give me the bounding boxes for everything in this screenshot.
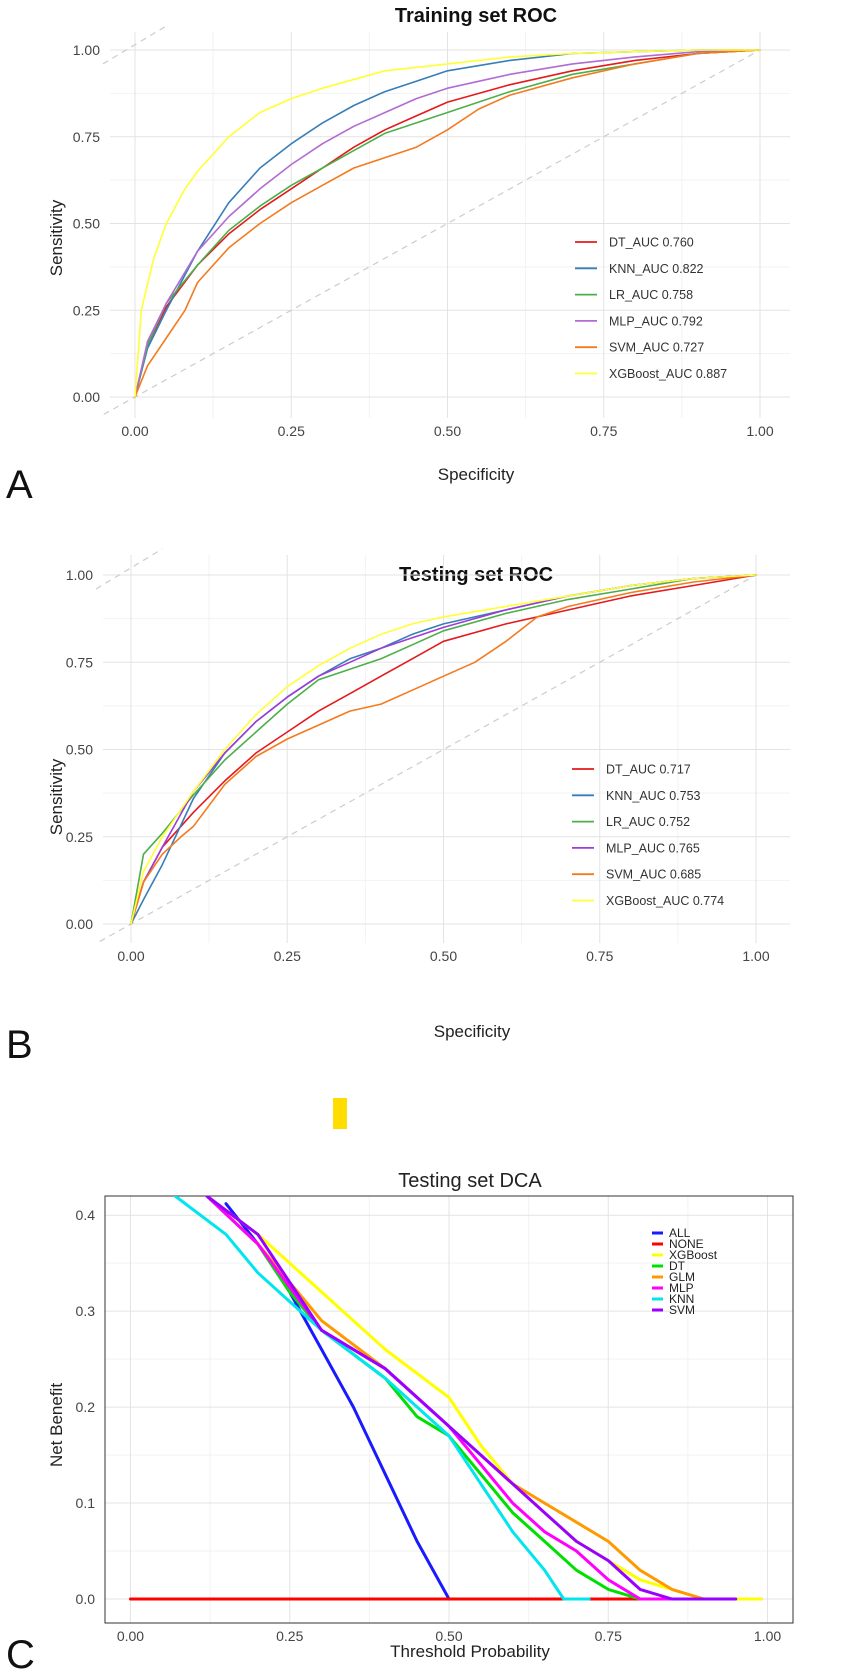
- chart-title: Testing set DCA: [398, 1170, 542, 1192]
- series-line-xgboost-auc-0-887: [134, 49, 761, 398]
- legend-label: NONE: [669, 1237, 704, 1251]
- x-tick-label: 0.25: [274, 948, 301, 964]
- legend-label: KNN_AUC 0.753: [606, 789, 701, 803]
- x-axis-label: Specificity: [434, 1022, 511, 1041]
- legend-label: LR_AUC 0.752: [606, 815, 690, 829]
- legend: DT_AUC 0.760 KNN_AUC 0.822 LR_AUC 0.758 MLP…: [575, 236, 727, 381]
- legend-label: SVM: [669, 1303, 695, 1317]
- y-axis-label: Net Benefit: [47, 1383, 66, 1467]
- legend-label: ALL: [669, 1226, 691, 1240]
- series-line-svm: [205, 1196, 738, 1601]
- y-tick-label: 0.25: [73, 302, 100, 318]
- reference-diagonal: [103, 49, 761, 415]
- legend-label: XGBoost: [669, 1248, 718, 1262]
- x-tick-label: 0.50: [430, 948, 457, 964]
- y-tick-label: 0.1: [76, 1495, 96, 1511]
- gridlines: [103, 555, 790, 943]
- legend-label: SVM_AUC 0.727: [609, 341, 704, 355]
- x-tick-label: 1.00: [742, 948, 769, 964]
- y-tick-label: 0.00: [73, 389, 100, 405]
- legend-label: SVM_AUC 0.685: [606, 868, 701, 882]
- y-tick-label: 0.50: [66, 742, 93, 758]
- y-tick-label: 0.75: [66, 654, 93, 670]
- y-tick-label: 1.00: [66, 567, 93, 583]
- yellow-marker: [333, 1098, 347, 1129]
- series-lines: [130, 574, 757, 925]
- series-line-dt-auc-0-717: [130, 574, 757, 925]
- x-tick-label: 0.50: [435, 1628, 462, 1644]
- plot-area: 0.00 0.25 0.50 0.75 1.00 0.00 0.25 0.50 0.75 1.00…: [73, 25, 790, 439]
- gridlines: [105, 1196, 793, 1623]
- x-tick-label: 0.75: [595, 1628, 622, 1644]
- series-line-svm-auc-0-727: [134, 49, 761, 398]
- chart-testing-roc: Testing set ROC 0.00 0.25 0.50 0.75 1.000.00…: [6, 548, 790, 1067]
- series-line-lr-auc-0-758: [134, 49, 761, 398]
- x-axis-label: Specificity: [438, 465, 515, 484]
- series-line-glm: [205, 1196, 738, 1601]
- y-tick-label: 0.25: [66, 829, 93, 845]
- y-tick-label: 0.0: [76, 1591, 96, 1607]
- reference-diagonal: [99, 574, 757, 942]
- legend-label: XGBoost_AUC 0.887: [609, 367, 727, 381]
- legend-label: DT: [669, 1259, 686, 1273]
- panel-letter: B: [6, 1023, 33, 1067]
- y-tick-label: 0.00: [66, 916, 93, 932]
- x-axis-label: Threshold Probability: [390, 1642, 550, 1661]
- y-tick-label: 0.3: [76, 1303, 96, 1319]
- gridlines: [110, 32, 790, 418]
- plot-area: 0.00 0.25 0.50 0.75 1.00 0.0 0.1 0.2 0.3 0.4 ALLNO…: [76, 1195, 794, 1644]
- plot-frame: [104, 1195, 794, 1624]
- legend-label: DT_AUC 0.717: [606, 763, 691, 777]
- legend-label: LR_AUC 0.758: [609, 288, 693, 302]
- series-line-svm-auc-0-685: [130, 574, 757, 925]
- x-tick-label: 1.00: [746, 423, 773, 439]
- y-tick-label: 1.00: [73, 42, 100, 58]
- legend-label: XGBoost_AUC 0.774: [606, 894, 724, 908]
- legend-label: GLM: [669, 1270, 695, 1284]
- x-tick-label: 0.00: [117, 1628, 144, 1644]
- panel-letter: A: [6, 463, 33, 507]
- series-line-knn: [173, 1196, 591, 1601]
- y-tick-label: 0.50: [73, 216, 100, 232]
- chart-training-roc: Training set ROC 0.00 0.25 0.50 0.75 1.000.0…: [6, 5, 790, 507]
- panel-letter: C: [6, 1633, 35, 1672]
- legend-label: MLP: [669, 1281, 694, 1295]
- series-line-xgboost-auc-0-774: [130, 574, 757, 925]
- x-tick-label: 0.75: [586, 948, 613, 964]
- x-tick-label: 1.00: [754, 1628, 781, 1644]
- legend-label: DT_AUC 0.760: [609, 236, 694, 250]
- y-tick-label: 0.75: [73, 129, 100, 145]
- series-line-mlp-auc-0-792: [134, 49, 761, 398]
- legend-label: KNN_AUC 0.822: [609, 262, 704, 276]
- legend-label: MLP_AUC 0.765: [606, 841, 700, 855]
- y-axis-label: Sensitivity: [47, 199, 66, 276]
- x-tick-label: 0.50: [434, 423, 461, 439]
- y-tick-label: 0.2: [76, 1399, 96, 1415]
- y-tick-label: 0.4: [76, 1207, 96, 1223]
- y-axis-label: Sensitivity: [47, 758, 66, 835]
- plot-area: 0.00 0.25 0.50 0.75 1.00 0.00 0.25 0.50 0.75 1.00…: [66, 548, 790, 964]
- x-tick-label: 0.00: [121, 423, 148, 439]
- legend: DT_AUC 0.717 KNN_AUC 0.753 LR_AUC 0.752 MLP…: [572, 763, 724, 908]
- chart-title: Training set ROC: [395, 5, 557, 27]
- legend-label: MLP_AUC 0.792: [609, 314, 703, 328]
- legend-label: KNN: [669, 1292, 694, 1306]
- reference-diagonal-corner: [95, 548, 163, 590]
- chart-testing-dca: Testing set DCA 0.00 0.25 0.50 0.75 1.000.00…: [6, 1170, 794, 1672]
- x-tick-label: 0.00: [117, 948, 144, 964]
- x-tick-label: 0.25: [276, 1628, 303, 1644]
- series-lines: [129, 1196, 763, 1601]
- series-lines: [134, 49, 761, 398]
- x-tick-label: 0.75: [590, 423, 617, 439]
- reference-diagonal-corner: [102, 25, 167, 65]
- x-tick-label: 0.25: [278, 423, 305, 439]
